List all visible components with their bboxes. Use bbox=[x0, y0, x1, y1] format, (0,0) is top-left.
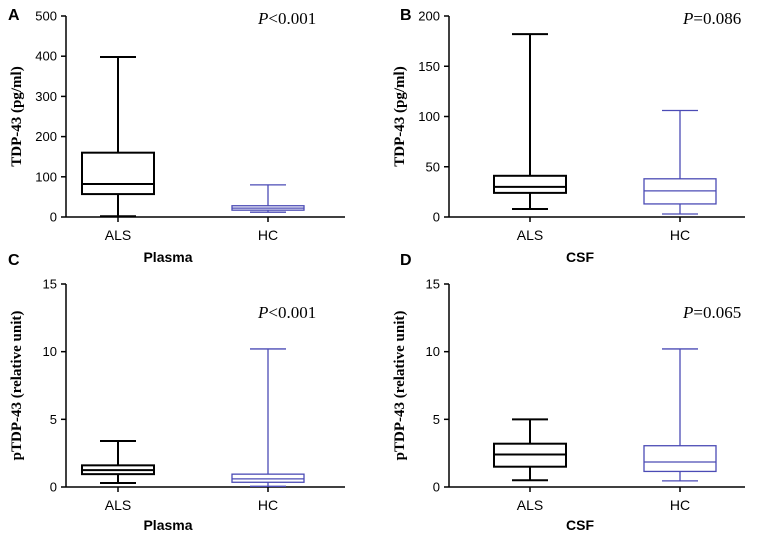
y-tick-label: 150 bbox=[418, 59, 440, 74]
y-tick-label: 100 bbox=[418, 109, 440, 124]
y-tick-label: 15 bbox=[43, 277, 57, 292]
iqr-box bbox=[231, 473, 305, 483]
p-symbol: P bbox=[682, 303, 693, 322]
y-axis-label: pTDP-43 (relative unit) bbox=[392, 311, 408, 461]
x-category-label: ALS bbox=[517, 227, 543, 243]
y-axis-label: TDP-43 (pg/ml) bbox=[392, 66, 408, 166]
x-axis-label: Plasma bbox=[143, 517, 192, 533]
box-als bbox=[493, 33, 567, 210]
x-category-label: HC bbox=[670, 497, 690, 513]
x-category-label: HC bbox=[670, 227, 690, 243]
y-tick-label: 0 bbox=[433, 480, 440, 495]
y-tick-label: 5 bbox=[50, 412, 57, 427]
p-value-annotation: P<0.001 bbox=[257, 9, 316, 28]
panel-d: D 0 5 10 15 pTDP-43 (relative unit) ALS HC CSF P=… bbox=[392, 252, 745, 533]
box-hc bbox=[231, 348, 305, 487]
y-tick-label: 5 bbox=[433, 412, 440, 427]
p-symbol: P bbox=[257, 9, 268, 28]
p-value: =0.086 bbox=[693, 9, 741, 28]
box-hc bbox=[643, 109, 717, 215]
x-axis-label: Plasma bbox=[143, 249, 192, 265]
y-tick-label: 0 bbox=[50, 480, 57, 495]
box-als bbox=[81, 56, 155, 218]
y-tick-label: 10 bbox=[43, 344, 57, 359]
iqr-box bbox=[493, 174, 567, 194]
y-tick-label: 50 bbox=[426, 159, 440, 174]
y-tick-label: 200 bbox=[418, 9, 440, 24]
box-als bbox=[493, 418, 567, 482]
p-value: =0.065 bbox=[693, 303, 741, 322]
p-symbol: P bbox=[257, 303, 268, 322]
panel-letter: D bbox=[400, 252, 412, 269]
panel-b: B 0 50 100 150 200 TDP-43 (pg/ml) ALS HC CSF P=0.0… bbox=[392, 7, 745, 265]
y-axis-label: pTDP-43 (relative unit) bbox=[9, 311, 25, 461]
x-category-label: HC bbox=[258, 497, 278, 513]
box-hc bbox=[231, 184, 305, 213]
y-tick-label: 0 bbox=[433, 210, 440, 225]
iqr-box bbox=[81, 151, 155, 196]
panel-a: A 0 100 200 300 400 500 TDP-43 (pg/ml) ALS HC Plas… bbox=[8, 7, 345, 265]
x-axis-label: CSF bbox=[566, 249, 594, 265]
y-tick-label: 500 bbox=[35, 9, 57, 24]
y-tick-label: 300 bbox=[35, 89, 57, 104]
panel-letter: C bbox=[8, 252, 20, 269]
y-tick-label: 10 bbox=[426, 344, 440, 359]
panel-letter: B bbox=[400, 7, 412, 24]
panel-c: C 0 5 10 15 pTDP-43 (relative unit) ALS HC Plasm… bbox=[8, 252, 345, 533]
x-category-label: ALS bbox=[517, 497, 543, 513]
y-tick-label: 15 bbox=[426, 277, 440, 292]
y-tick-label: 400 bbox=[35, 49, 57, 64]
y-tick-label: 200 bbox=[35, 129, 57, 144]
p-value-annotation: P=0.086 bbox=[682, 9, 741, 28]
x-axis-label: CSF bbox=[566, 517, 594, 533]
p-value-annotation: P=0.065 bbox=[682, 303, 741, 322]
p-symbol: P bbox=[682, 9, 693, 28]
box-hc bbox=[643, 348, 717, 482]
p-value-annotation: P<0.001 bbox=[257, 303, 316, 322]
y-tick-label: 100 bbox=[35, 169, 57, 184]
y-tick-label: 0 bbox=[50, 210, 57, 225]
box-als bbox=[81, 439, 155, 484]
y-axis-label: TDP-43 (pg/ml) bbox=[9, 66, 25, 166]
panel-letter: A bbox=[8, 7, 20, 24]
x-category-label: ALS bbox=[105, 227, 131, 243]
x-category-label: ALS bbox=[105, 497, 131, 513]
x-category-label: HC bbox=[258, 227, 278, 243]
p-value: <0.001 bbox=[268, 9, 316, 28]
p-value: <0.001 bbox=[268, 303, 316, 322]
iqr-box bbox=[643, 445, 717, 473]
